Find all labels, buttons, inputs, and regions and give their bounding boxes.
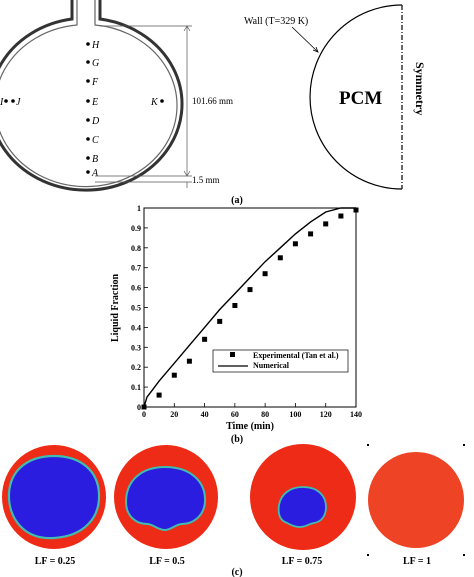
x-tick-label: 140 <box>350 410 362 419</box>
experimental-point <box>141 404 147 410</box>
domain-wall-arc <box>309 4 403 190</box>
measurement-points: H G F E D C B A J K I <box>0 40 164 179</box>
point-c-label: C <box>92 135 99 146</box>
contour-1-solid <box>7 454 101 540</box>
half-domain: Wall (T=329 K) PCM Symmetry <box>244 4 427 190</box>
pcm-label: PCM <box>339 88 382 109</box>
legend-numerical-label: Numerical <box>253 361 290 370</box>
point-a-label: A <box>91 168 99 179</box>
x-tick-label: 120 <box>320 410 332 419</box>
contour-lf-075: LF = 0.75 <box>250 444 356 567</box>
point-h-label: H <box>91 40 100 51</box>
point-g-dot <box>86 60 90 64</box>
wall-label: Wall (T=329 K) <box>244 16 308 27</box>
dimension-lines: 101.66 mm 1.5 mm <box>95 25 233 188</box>
lf-label-3: LF = 0.75 <box>282 556 323 567</box>
point-e-dot <box>86 99 90 103</box>
contour-4-liquid <box>368 452 464 548</box>
x-tick-label: 60 <box>231 410 239 419</box>
experimental-point <box>277 255 283 261</box>
panel-b: 0 20 40 60 80 100 120 140 0 0.1 0.2 0.3 0.4 0.5 0.6 0.7… <box>110 204 362 445</box>
y-tick-label: 0.6 <box>131 284 141 293</box>
y-tick-label: 0.9 <box>131 224 141 233</box>
y-tick-label: 1 <box>137 204 141 213</box>
x-tick-label: 20 <box>170 410 178 419</box>
contour-2-solid <box>124 465 207 532</box>
x-axis-label: Time (min) <box>226 421 274 432</box>
lf-label-1: LF = 0.25 <box>35 556 76 567</box>
x-tick-label: 80 <box>261 410 269 419</box>
wall-leader <box>291 26 319 53</box>
contour-lf-1: LF = 1 <box>367 444 465 567</box>
contour-lf-025: LF = 0.25 <box>2 445 106 567</box>
y-tick-label: 0.5 <box>131 304 141 313</box>
series-numerical-line <box>143 207 356 408</box>
experimental-point <box>338 213 344 219</box>
contour-3-solid <box>277 486 327 528</box>
point-f-label: F <box>91 77 99 88</box>
caption-b: (b) <box>231 434 243 445</box>
lf-label-2: LF = 0.5 <box>149 556 185 567</box>
flask-wall-inner <box>0 0 178 188</box>
experimental-point <box>247 287 253 293</box>
flask-wall-outer <box>0 0 184 192</box>
legend-square-marker <box>230 352 235 357</box>
point-g-label: G <box>92 58 99 69</box>
experimental-point <box>156 392 162 398</box>
experimental-point <box>186 358 192 364</box>
experimental-point <box>202 336 208 342</box>
point-f-dot <box>86 79 90 83</box>
x-tick-label: 0 <box>142 410 146 419</box>
experimental-point <box>217 318 223 324</box>
point-j-dot <box>11 99 15 103</box>
series-experimental <box>141 207 359 410</box>
experimental-point <box>171 372 177 378</box>
panel-a: H G F E D C B A J K I <box>0 0 427 206</box>
y-tick-label: 0.2 <box>131 363 141 372</box>
x-tick-label: 40 <box>201 410 209 419</box>
point-b-label: B <box>92 154 98 165</box>
contour-lf-05: LF = 0.5 <box>114 445 218 567</box>
point-a-dot <box>86 170 90 174</box>
experimental-point <box>232 303 238 308</box>
y-tick-label: 0.8 <box>131 244 141 253</box>
point-d-dot <box>86 118 90 122</box>
panel-c: LF = 0.25 LF = 0.5 LF = 0.75 LF = 1 (c) <box>2 444 465 577</box>
point-k-label: K <box>150 97 159 108</box>
point-c-dot <box>86 137 90 141</box>
experimental-point <box>323 221 329 227</box>
point-k-dot <box>160 99 164 103</box>
y-tick-label: 0.7 <box>131 264 141 273</box>
experimental-point <box>308 231 314 237</box>
y-axis-label: Liquid Fraction <box>110 274 121 343</box>
chart-axes: 0 20 40 60 80 100 120 140 0 0.1 0.2 0.3 0.4 0.5 0.6 0.7… <box>131 204 362 419</box>
y-tick-label: 0.1 <box>131 383 141 392</box>
y-tick-label: 0 <box>137 403 141 412</box>
experimental-point <box>292 241 298 247</box>
lf-label-4: LF = 1 <box>403 556 431 567</box>
experimental-point <box>353 207 359 213</box>
caption-c: (c) <box>231 567 242 577</box>
dim-height-label: 101.66 mm <box>192 96 233 106</box>
point-h-dot <box>86 42 90 46</box>
y-tick-label: 0.4 <box>131 323 141 332</box>
flask-geometry <box>0 0 184 192</box>
caption-a: (a) <box>231 195 243 206</box>
symmetry-label: Symmetry <box>413 62 427 115</box>
point-e-label: E <box>91 97 98 108</box>
experimental-point <box>262 271 268 277</box>
x-tick-label: 100 <box>289 410 301 419</box>
dim-thickness-label: 1.5 mm <box>192 175 220 185</box>
point-j-label: J <box>16 97 21 108</box>
point-d-label: D <box>91 116 100 127</box>
y-tick-label: 0.3 <box>131 343 141 352</box>
point-i-label: I <box>0 97 4 108</box>
point-i-dot <box>4 99 8 103</box>
legend-experimental-label: Experimental (Tan et al.) <box>253 351 339 360</box>
chart-legend: Experimental (Tan et al.) Numerical <box>212 349 349 373</box>
point-b-dot <box>86 156 90 160</box>
